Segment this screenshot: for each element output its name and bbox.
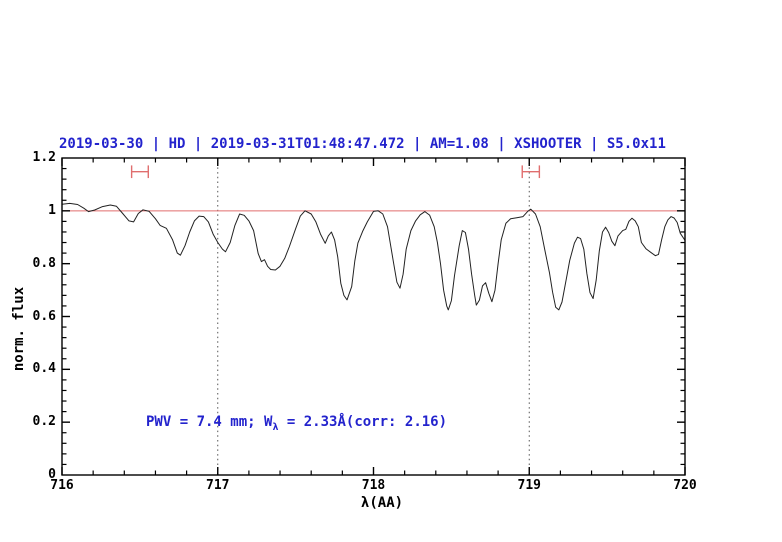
x-tick-label: 718: [361, 478, 386, 493]
pwv-annotation: PWV = 7.4 mm; Wλ = 2.33Å(corr: 2.16): [146, 413, 447, 437]
y-tick-label: 0.2: [32, 414, 56, 430]
y-tick-label: 1: [48, 202, 56, 218]
pwv-annotation-prefix: PWV = 7.4 mm; W: [146, 414, 273, 430]
x-tick-label: 719: [517, 478, 541, 493]
x-tick-label: 716: [50, 478, 74, 493]
x-tick-label: 720: [673, 478, 697, 493]
y-tick-label: 0.6: [32, 308, 56, 324]
x-axis-label: λ(AA): [360, 495, 404, 511]
plot-title: 2019-03-30 | HD | 2019-03-31T01:48:47.47…: [59, 136, 666, 152]
x-tick-label: 717: [206, 478, 230, 493]
telluric-spectrum-line: [61, 202, 686, 311]
y-tick-label: 0.8: [32, 255, 56, 271]
y-tick-label: 1.2: [32, 150, 56, 165]
lambda-subscript: λ: [272, 422, 279, 433]
y-tick-label: 0: [48, 467, 56, 482]
y-tick-label: 0.4: [32, 361, 56, 377]
pwv-annotation-suffix: = 2.33Å(corr: 2.16): [278, 414, 448, 430]
